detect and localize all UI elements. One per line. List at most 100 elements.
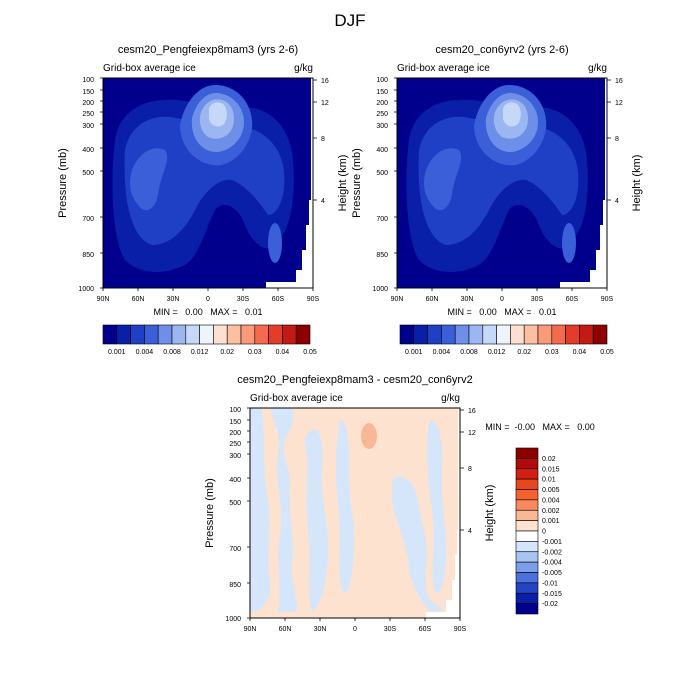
colorbar-swatch — [226, 324, 242, 345]
panel-2-ytick-right: 12 — [615, 100, 623, 107]
colorbar-label: 0.04 — [573, 349, 587, 356]
panel-1-ytick: 700 — [82, 216, 94, 223]
panel-1: cesm20_Pengfeiexp8mam3 (yrs 2-6) Grid-bo… — [57, 44, 349, 356]
colorbar-swatch — [515, 551, 539, 563]
colorbar-swatch — [515, 468, 539, 480]
panel-2-ytick: 150 — [376, 89, 388, 96]
colorbar-swatch — [515, 489, 539, 501]
panel-2-xtick: 30N — [461, 296, 474, 303]
colorbar-swatch — [399, 324, 415, 345]
colorbar-label: 0.004 — [542, 497, 560, 504]
colorbar-label: 0.03 — [248, 349, 262, 356]
panel-2-ytick: 850 — [376, 252, 388, 259]
colorbar-swatch — [592, 324, 608, 345]
colorbar-swatch — [496, 324, 511, 345]
colorbar-swatch — [199, 324, 214, 345]
colorbar-swatch — [515, 572, 539, 584]
panel-2-ylabel-right: Height (km) — [631, 155, 643, 212]
colorbar-label: 0.001 — [542, 518, 560, 525]
panel-3-ytick: 250 — [229, 441, 241, 448]
panel-1-ytick-right: 12 — [321, 100, 329, 107]
panel-3-ytick: 100 — [229, 407, 241, 414]
colorbar-swatch — [130, 324, 145, 345]
panel-3-ytick-right: 4 — [468, 528, 472, 535]
panel-1-colorbar: 0.001 0.004 0.008 0.012 0.02 0.03 0.04 0.05 — [102, 324, 317, 356]
panel-2-colorbar: 0.001 0.004 0.008 0.012 0.02 0.03 0.04 0.05 — [399, 324, 614, 356]
colorbar-swatch — [441, 324, 456, 345]
panel-2-ytick: 700 — [376, 216, 388, 223]
panel-1-minmax: MIN = 0.00 MAX = 0.01 — [153, 307, 262, 317]
panel-1-ytick: 850 — [82, 252, 94, 259]
panel-2-ylabel: Pressure (mb) — [351, 148, 363, 218]
colorbar-swatch — [268, 324, 283, 345]
panel-1-xtick: 90S — [307, 296, 320, 303]
panel-1-plot-area — [102, 77, 314, 289]
colorbar-swatch — [523, 324, 539, 345]
panel-2-plot-area — [396, 77, 608, 289]
panel-2-x-axis: 90N 60N 30N 0 30S 60S 90S — [391, 288, 614, 303]
colorbar-swatch — [515, 478, 539, 490]
panel-1-ylabel-right: Height (km) — [337, 155, 349, 212]
panel-1-xtick: 30S — [237, 296, 250, 303]
panel-2-y-axis-right: 16 12 8 4 — [607, 78, 623, 205]
colorbar-label: 0.015 — [542, 466, 560, 473]
colorbar-swatch — [413, 324, 428, 345]
panel-1-ytick-right: 16 — [321, 78, 329, 85]
panel-2-ytick: 250 — [376, 111, 388, 118]
colorbar-label: -0.015 — [542, 591, 562, 598]
panel-2-ytick-right: 16 — [615, 78, 623, 85]
panel-3-ytick-right: 12 — [468, 430, 476, 437]
colorbar-swatch — [551, 324, 566, 345]
panel-1-ytick: 250 — [82, 111, 94, 118]
panel-3-ylabel-right: Height (km) — [484, 485, 496, 542]
colorbar-swatch — [254, 324, 269, 345]
panel-1-ytick: 200 — [82, 100, 94, 107]
colorbar-label: 0.002 — [542, 508, 560, 515]
colorbar-swatch — [240, 324, 256, 345]
colorbar-swatch — [515, 447, 539, 459]
panel-2-xtick: 30S — [531, 296, 544, 303]
panel-2-ytick: 400 — [376, 147, 388, 154]
panel-1-ytick-right: 8 — [321, 136, 325, 143]
panel-3-ytick-right: 16 — [468, 408, 476, 415]
colorbar-label: 0.05 — [600, 349, 614, 356]
panel-1-left-label: Grid-box average ice — [103, 63, 196, 74]
panel-1-ytick: 100 — [82, 77, 94, 84]
panel-3-ylabel: Pressure (mb) — [204, 478, 216, 548]
colorbar-swatch — [537, 324, 553, 345]
panel-1-xtick: 0 — [206, 296, 210, 303]
colorbar-swatch — [515, 541, 539, 553]
colorbar-label: 0.04 — [276, 349, 290, 356]
colorbar-swatch — [515, 603, 539, 615]
colorbar-swatch — [116, 324, 131, 345]
panel-3-xtick: 60N — [279, 626, 292, 633]
panel-2-ytick: 500 — [376, 170, 388, 177]
colorbar-swatch — [213, 324, 228, 345]
panel-3-ytick: 200 — [229, 430, 241, 437]
panel-2-minmax: MIN = 0.00 MAX = 0.01 — [447, 307, 556, 317]
colorbar-label: 0.008 — [460, 349, 478, 356]
panel-1-ytick: 1000 — [78, 286, 94, 293]
colorbar-swatch — [171, 324, 187, 345]
colorbar-swatch — [515, 561, 539, 573]
panel-1-ylabel: Pressure (mb) — [57, 148, 69, 218]
panel-2-ytick-right: 8 — [615, 136, 619, 143]
colorbar-label: -0.02 — [542, 601, 558, 608]
colorbar-swatch — [282, 324, 297, 345]
colorbar-swatch — [427, 324, 442, 345]
panel-2-ytick: 100 — [376, 77, 388, 84]
colorbar-label: -0.005 — [542, 570, 562, 577]
panel-2-y-axis: 100 150 200 250 300 400 500 700 850 1000 — [372, 77, 397, 293]
colorbar-label: -0.004 — [542, 560, 562, 567]
panel-3: cesm20_Pengfeiexp8mam3 - cesm20_con6yrv2… — [204, 374, 595, 633]
panel-2-title: cesm20_con6yrv2 (yrs 2-6) — [435, 44, 568, 56]
panel-1-xtick: 90N — [97, 296, 110, 303]
colorbar-swatch — [510, 324, 525, 345]
panel-2-xtick: 0 — [500, 296, 504, 303]
panel-1-x-axis: 90N 60N 30N 0 30S 60S 90S — [97, 288, 320, 303]
panel-3-ytick: 300 — [229, 453, 241, 460]
panel-3-ytick: 400 — [229, 477, 241, 484]
colorbar-swatch — [482, 324, 497, 345]
colorbar-label: 0 — [542, 529, 546, 536]
colorbar-swatch — [144, 324, 159, 345]
